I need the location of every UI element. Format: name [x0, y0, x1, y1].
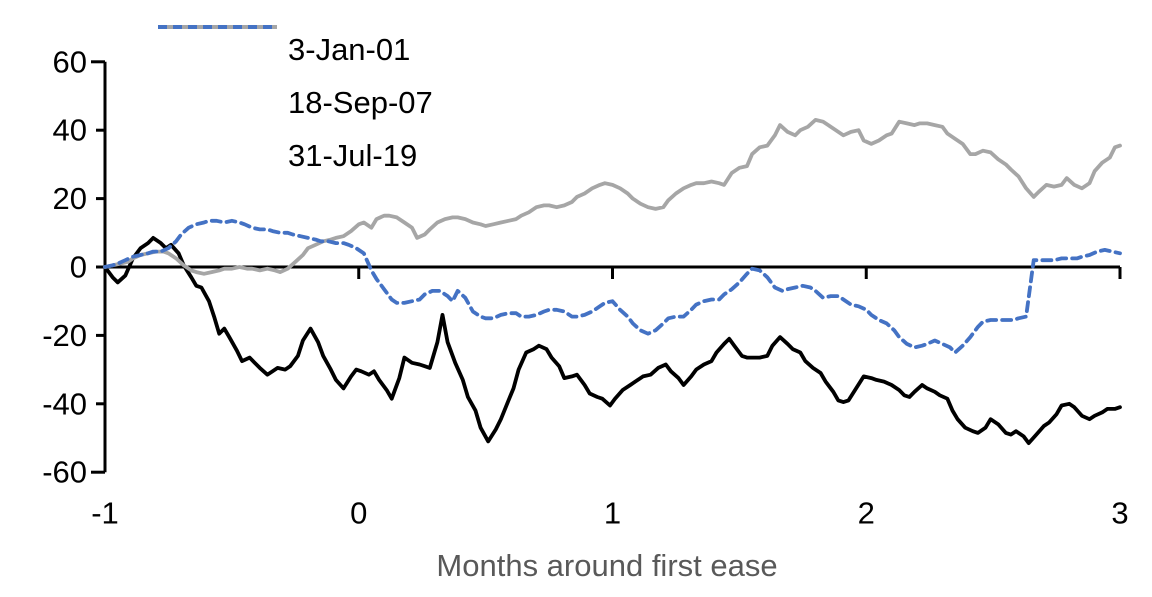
y-tick-label: 40 — [53, 113, 87, 148]
legend-line-sample-black — [158, 25, 277, 54]
legend-line-sample-gray — [158, 25, 277, 107]
legend-item: 18-Sep-07 — [158, 25, 433, 129]
y-tick-label: 20 — [53, 181, 87, 216]
x-tick-label: 1 — [604, 496, 621, 531]
y-tick-label: 60 — [53, 44, 87, 79]
legend-label: 31-Jul-19 — [288, 138, 418, 173]
y-tick-label: 0 — [70, 250, 87, 285]
legend: 3-Jan-01 18-Sep-07 31-Jul-19 — [158, 23, 433, 182]
x-axis-title: Months around first ease — [436, 548, 778, 583]
legend-label: 18-Sep-07 — [288, 85, 433, 120]
legend-item: 31-Jul-19 — [158, 25, 433, 182]
x-tick-label: 0 — [350, 496, 367, 531]
y-tick-label: -20 — [42, 318, 87, 353]
x-tick-label: 3 — [1111, 496, 1128, 531]
x-tick-label: -1 — [91, 496, 119, 531]
y-tick-label: -60 — [42, 455, 87, 490]
series-line-31-Jul-19 — [103, 218, 1122, 355]
legend-label: 3-Jan-01 — [288, 32, 411, 67]
series-line-18-Sep-07 — [103, 118, 1122, 276]
series-line-3-Jan-01 — [103, 236, 1122, 445]
y-tick-label: -40 — [42, 386, 87, 421]
x-tick-label: 2 — [858, 496, 875, 531]
legend-line-sample-blue — [158, 25, 277, 160]
